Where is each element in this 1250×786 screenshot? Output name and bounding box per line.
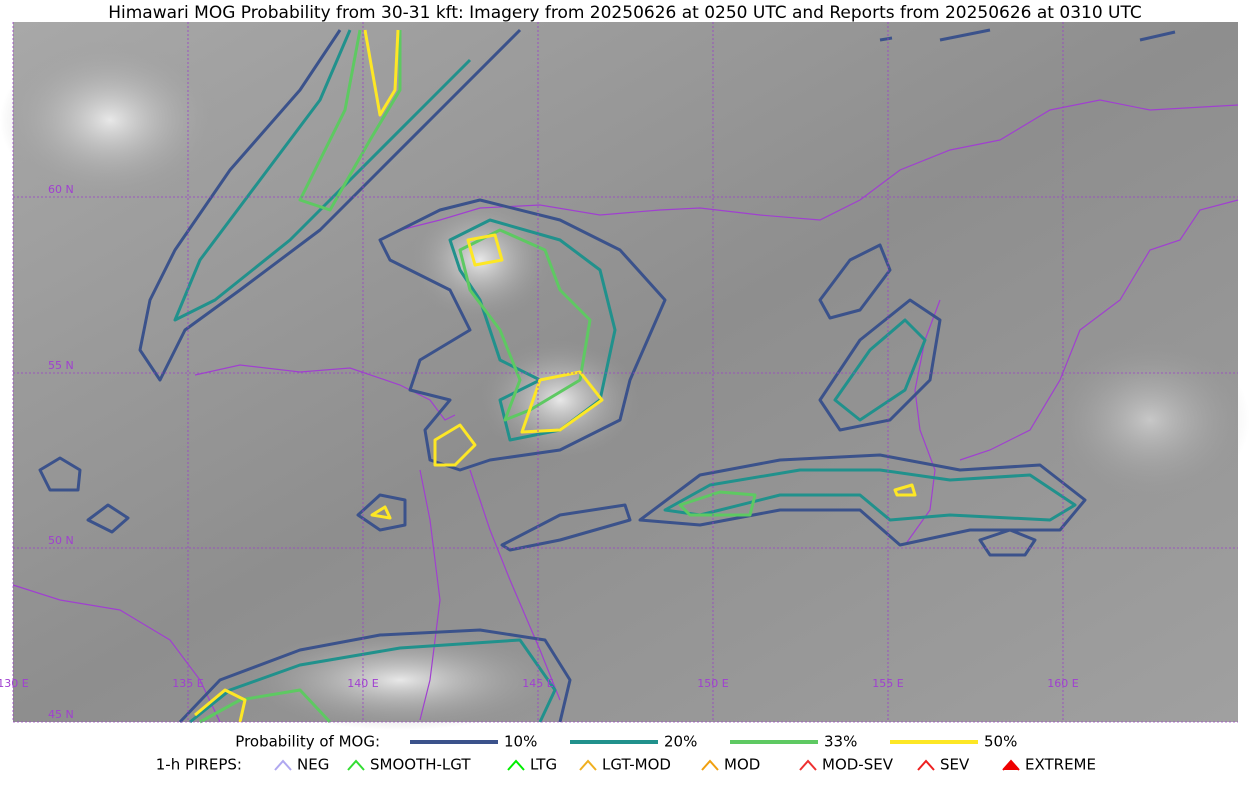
lon-label: 130 E xyxy=(0,677,29,690)
legend-label: SEV xyxy=(940,756,970,774)
lat-label: 50 N xyxy=(48,534,74,547)
lon-label: 135 E xyxy=(172,677,203,690)
lat-label: 60 N xyxy=(48,183,74,196)
pirep-symbol xyxy=(507,759,525,771)
legend-label: SMOOTH-LGT xyxy=(370,756,471,774)
pirep-symbol xyxy=(701,759,719,771)
lon-label: 140 E xyxy=(347,677,378,690)
legend-label: NEG xyxy=(297,756,329,774)
legend-label: EXTREME xyxy=(1025,756,1096,774)
legend-label: LTG xyxy=(530,756,557,774)
pirep-symbol xyxy=(1002,759,1020,771)
pirep-symbol xyxy=(274,759,292,771)
title: Himawari MOG Probability from 30-31 kft:… xyxy=(108,3,1142,23)
lon-label: 145 E xyxy=(522,677,553,690)
legend-title: 1-h PIREPS: xyxy=(156,756,242,774)
legend-title: Probability of MOG: xyxy=(235,733,380,751)
legend-label: MOD-SEV xyxy=(822,756,894,774)
legend: Probability of MOG: 10% 20% 33% 50% 1-h PIREP… xyxy=(156,733,1096,774)
pirep-symbol xyxy=(347,759,365,771)
legend-label: 10% xyxy=(504,733,537,751)
lat-label: 45 N xyxy=(48,708,74,721)
contours xyxy=(38,28,1176,724)
map: 130 E 135 E 140 E 145 E 150 E 155 E 160 E 60 N 5… xyxy=(0,22,1250,730)
legend-label: 33% xyxy=(824,733,857,751)
legend-label: 20% xyxy=(664,733,697,751)
pirep-symbol xyxy=(579,759,597,771)
lat-label: 55 N xyxy=(48,359,74,372)
lon-label: 160 E xyxy=(1047,677,1078,690)
legend-label: LGT-MOD xyxy=(602,756,671,774)
legend-label: 50% xyxy=(984,733,1017,751)
lon-label: 150 E xyxy=(697,677,728,690)
legend-label: MOD xyxy=(724,756,760,774)
lon-label: 155 E xyxy=(872,677,903,690)
pirep-symbol xyxy=(917,759,935,771)
pirep-symbol xyxy=(799,759,817,771)
